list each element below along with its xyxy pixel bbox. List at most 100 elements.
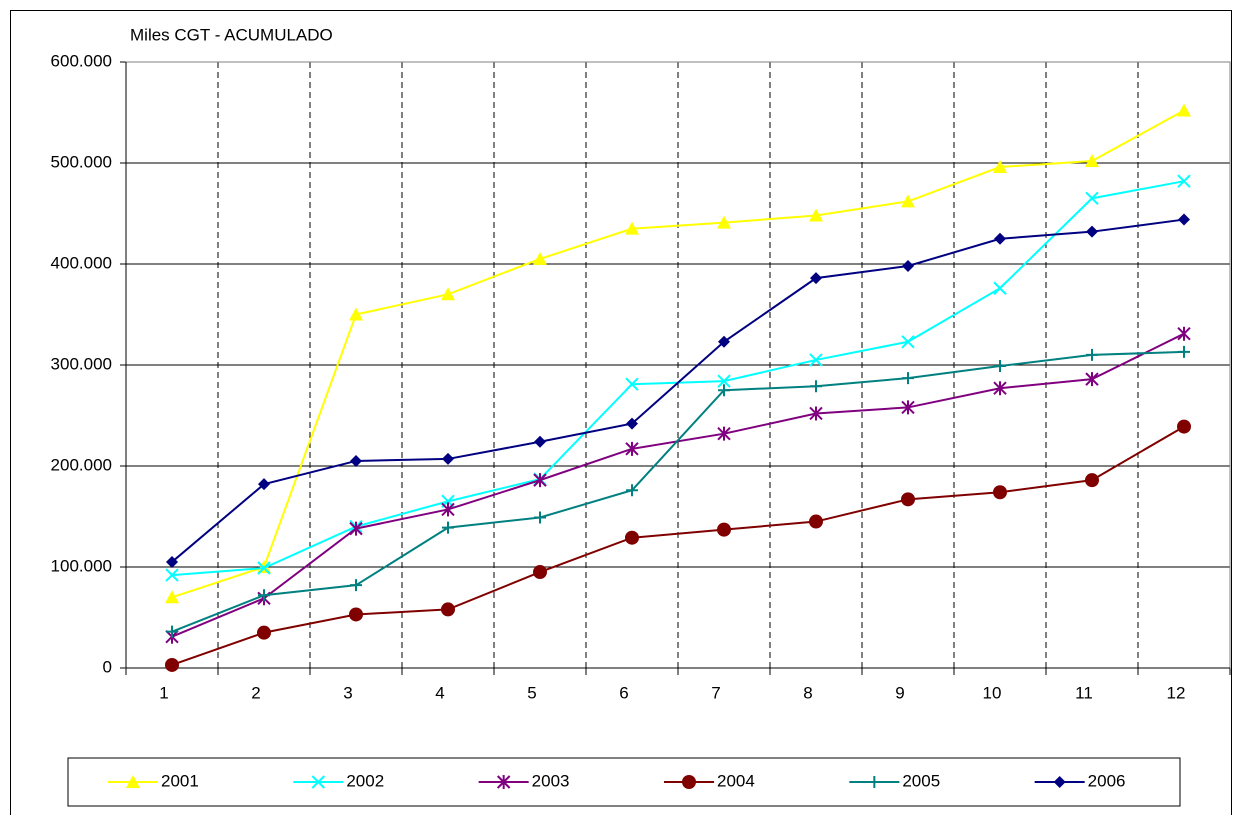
legend-marker bbox=[126, 775, 140, 788]
x-tick-label: 3 bbox=[343, 683, 352, 702]
marker bbox=[534, 435, 546, 448]
y-tick-label: 500.000 bbox=[51, 152, 112, 171]
legend-label: 2005 bbox=[902, 771, 940, 790]
marker bbox=[902, 260, 914, 273]
marker bbox=[1177, 103, 1191, 117]
marker bbox=[1178, 345, 1190, 358]
marker bbox=[1085, 153, 1099, 167]
marker bbox=[166, 555, 178, 568]
y-tick-label: 600.000 bbox=[51, 51, 112, 70]
marker bbox=[625, 221, 639, 235]
legend-box bbox=[67, 757, 1181, 807]
x-tick-label: 7 bbox=[711, 683, 720, 702]
y-tick-label: 0 bbox=[103, 657, 112, 676]
marker bbox=[349, 607, 363, 622]
marker bbox=[1085, 191, 1099, 206]
marker bbox=[993, 485, 1007, 500]
series-line bbox=[171, 350, 1185, 633]
marker bbox=[993, 160, 1007, 174]
legend-marker bbox=[496, 775, 511, 789]
marker bbox=[441, 602, 455, 617]
marker bbox=[349, 307, 363, 321]
marker bbox=[1178, 213, 1190, 226]
y-tick-label: 300.000 bbox=[51, 354, 112, 373]
x-tick-label: 4 bbox=[435, 683, 444, 702]
marker bbox=[350, 579, 362, 592]
marker bbox=[257, 560, 271, 573]
legend-label: 2003 bbox=[532, 771, 570, 790]
marker bbox=[993, 381, 1007, 396]
marker bbox=[717, 522, 731, 537]
y-tick-label: 200.000 bbox=[51, 455, 112, 474]
marker bbox=[809, 514, 823, 529]
marker bbox=[809, 406, 823, 421]
marker bbox=[901, 400, 915, 415]
legend-marker bbox=[682, 775, 696, 789]
x-tick-label: 12 bbox=[1167, 683, 1186, 702]
marker bbox=[901, 492, 915, 507]
marker bbox=[166, 625, 178, 638]
marker bbox=[534, 511, 546, 524]
legend-marker bbox=[1053, 776, 1066, 788]
marker bbox=[1177, 326, 1191, 341]
marker bbox=[901, 335, 915, 349]
marker bbox=[165, 657, 179, 672]
marker bbox=[625, 441, 639, 456]
marker bbox=[441, 502, 455, 517]
y-axis-label: Miles CGT - ACUMULADO bbox=[130, 25, 333, 44]
marker bbox=[1085, 372, 1099, 387]
x-tick-label: 8 bbox=[803, 683, 812, 702]
marker bbox=[533, 473, 547, 488]
marker bbox=[165, 568, 179, 582]
marker bbox=[809, 353, 823, 367]
marker bbox=[994, 232, 1006, 245]
legend-label: 2002 bbox=[346, 771, 384, 790]
marker bbox=[625, 530, 639, 545]
marker bbox=[442, 521, 454, 534]
marker bbox=[809, 208, 823, 222]
marker bbox=[1177, 174, 1191, 188]
marker bbox=[717, 215, 731, 229]
marker bbox=[1086, 348, 1098, 361]
legend-marker bbox=[311, 775, 326, 789]
marker bbox=[257, 561, 271, 575]
marker bbox=[441, 287, 455, 301]
marker bbox=[902, 372, 914, 385]
x-tick-label: 9 bbox=[895, 683, 904, 702]
marker bbox=[258, 478, 270, 491]
marker bbox=[350, 454, 362, 467]
y-tick-label: 100.000 bbox=[51, 556, 112, 575]
series-line bbox=[171, 425, 1185, 666]
x-tick-label: 2 bbox=[251, 683, 260, 702]
x-tick-label: 6 bbox=[619, 683, 628, 702]
marker bbox=[901, 194, 915, 208]
x-tick-label: 10 bbox=[983, 683, 1002, 702]
marker bbox=[626, 417, 638, 430]
marker bbox=[718, 384, 730, 397]
series-line bbox=[171, 109, 1185, 599]
marker bbox=[349, 521, 363, 536]
series-line bbox=[171, 218, 1185, 563]
marker bbox=[165, 590, 179, 604]
marker bbox=[257, 625, 271, 640]
legend-label: 2004 bbox=[717, 771, 755, 790]
marker bbox=[1086, 225, 1098, 238]
marker bbox=[994, 360, 1006, 373]
marker bbox=[1085, 473, 1099, 488]
marker bbox=[625, 377, 639, 391]
y-tick-label: 400.000 bbox=[51, 253, 112, 272]
x-tick-label: 11 bbox=[1075, 683, 1093, 702]
marker bbox=[1177, 419, 1191, 434]
marker bbox=[442, 452, 454, 465]
marker bbox=[533, 251, 547, 265]
marker bbox=[717, 426, 731, 441]
legend-marker bbox=[868, 776, 881, 788]
marker bbox=[626, 484, 638, 497]
legend-label: 2006 bbox=[1088, 771, 1126, 790]
marker bbox=[718, 335, 730, 348]
legend-label: 2001 bbox=[161, 771, 199, 790]
marker bbox=[810, 380, 822, 393]
marker bbox=[258, 589, 270, 602]
legend: 2001 2002 2003 2004 2005 2006 bbox=[67, 757, 1181, 807]
